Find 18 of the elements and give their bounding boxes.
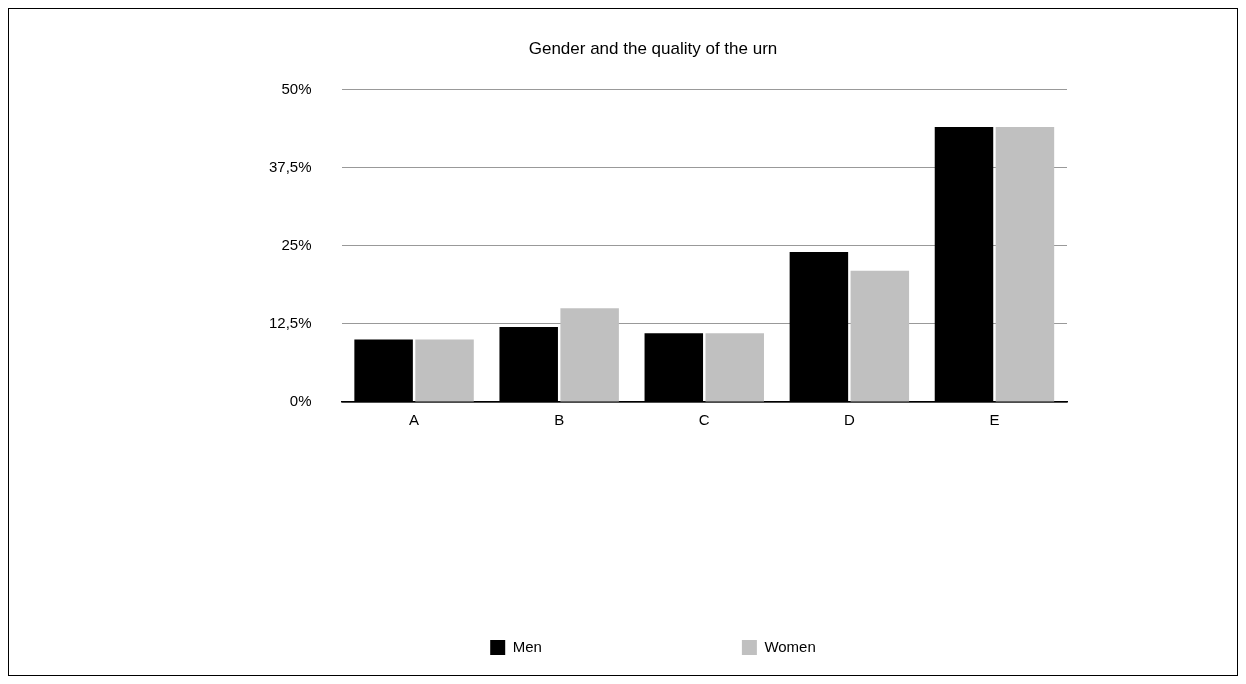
x-tick-label: D — [843, 411, 855, 429]
chart-title: Gender and the quality of the urn — [528, 38, 778, 58]
y-tick-label: 50% — [281, 79, 312, 97]
bar — [850, 270, 910, 402]
bar — [560, 308, 619, 402]
y-tick-label: 12,5% — [268, 313, 312, 331]
legend-label: Men — [512, 637, 542, 655]
y-tick-label: 25% — [281, 235, 312, 253]
y-tick-label: 0% — [289, 392, 312, 410]
bar — [415, 339, 474, 402]
x-tick-label: A — [409, 411, 420, 429]
x-tick-label: C — [698, 411, 710, 429]
x-tick-label: B — [554, 411, 565, 429]
legend-label: Women — [764, 637, 816, 655]
bar — [995, 126, 1055, 402]
bar — [705, 333, 764, 402]
y-tick-label: 37,5% — [268, 157, 312, 175]
x-tick-label: E — [989, 411, 1000, 429]
